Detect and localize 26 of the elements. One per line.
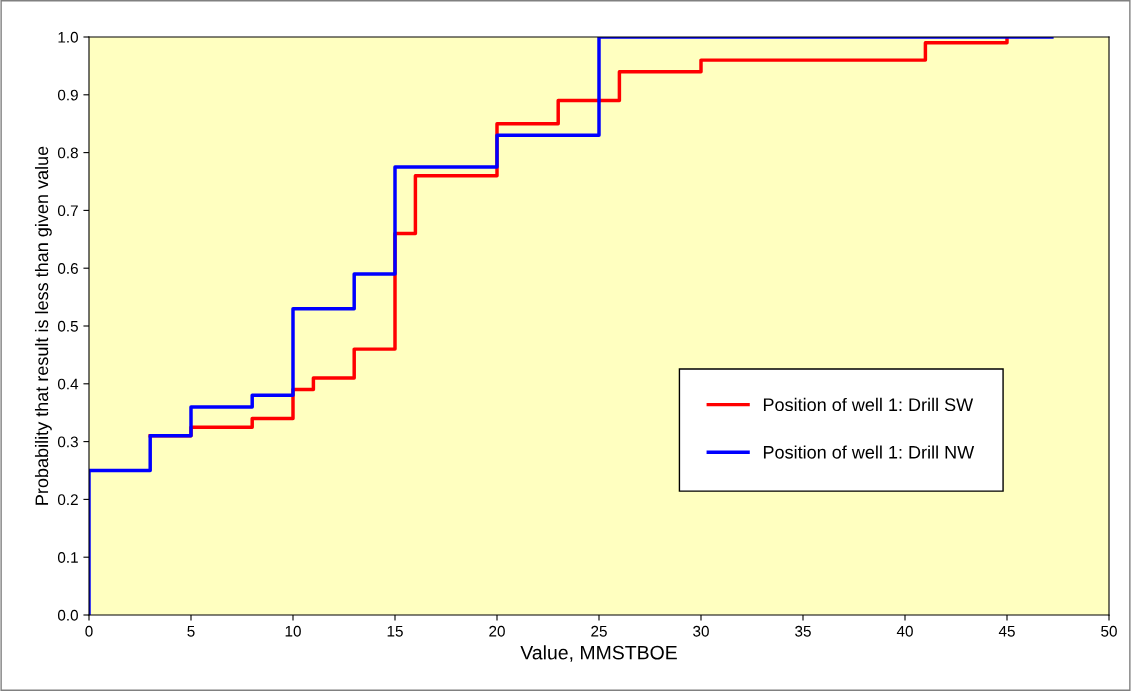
x-tick-label: 20	[489, 625, 505, 637]
y-tick-label: 0.3	[57, 436, 78, 448]
x-tick-label: 0	[85, 625, 93, 637]
y-tick-label: 0.8	[57, 147, 78, 159]
y-tick-label: 0.1	[57, 552, 78, 563]
x-tick-label: 45	[998, 625, 1015, 637]
x-tick-label: 40	[896, 625, 913, 637]
y-tick-label: 0.2	[57, 494, 78, 506]
y-tick-label: 0.7	[57, 205, 78, 217]
x-tick-label: 10	[285, 625, 301, 637]
x-tick-label: 5	[187, 625, 195, 637]
x-tick-label: 25	[591, 625, 607, 637]
y-tick-label: 1.0	[58, 31, 78, 43]
legend-label: Position of well 1: Drill NW	[763, 445, 975, 459]
y-tick-label: 0.0	[57, 609, 78, 621]
x-tick-label: 35	[795, 625, 811, 637]
y-axis-title: Probability that result is less than given value	[34, 146, 52, 505]
y-tick-label: 0.5	[57, 320, 78, 332]
y-tick-label: 0.6	[57, 263, 78, 274]
x-tick-label: 15	[387, 625, 403, 637]
x-tick-label: 30	[693, 625, 709, 637]
legend-label: Position of well 1: Drill SW	[763, 397, 974, 412]
x-axis-title: Value, MMSTBOE	[520, 645, 677, 662]
x-tick-label: 50	[1101, 625, 1117, 637]
y-tick-label: 0.4	[57, 378, 79, 390]
y-tick-label: 0.9	[57, 89, 78, 101]
